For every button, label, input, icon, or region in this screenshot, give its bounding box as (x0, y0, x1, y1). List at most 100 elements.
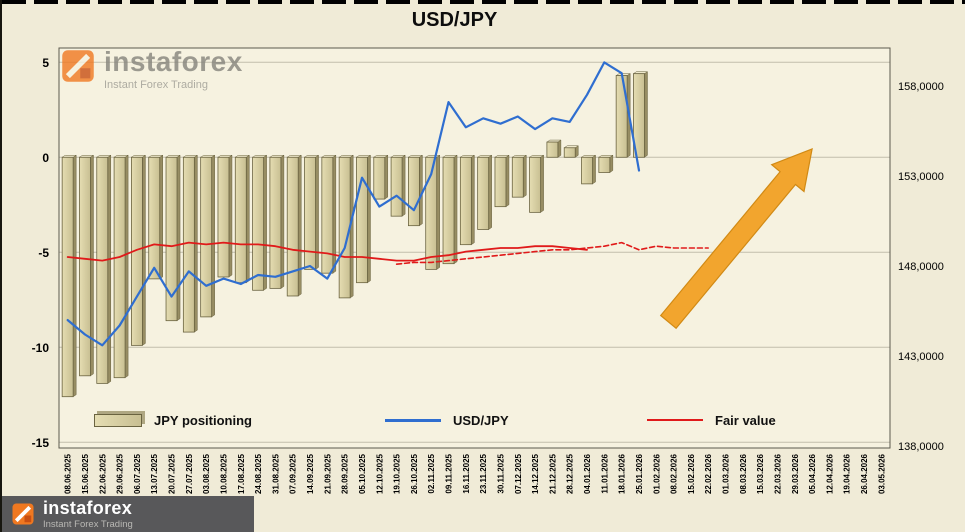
x-axis-label: 15.06.2025 (81, 453, 90, 494)
x-axis-label: 22.06.2025 (98, 453, 107, 494)
bar (79, 156, 91, 377)
fair-value-forecast-line (395, 241, 710, 266)
trend-arrow (659, 147, 813, 330)
right-axis-label: 158,0000 (898, 81, 944, 93)
bar-side-face (384, 154, 389, 200)
x-axis-label: 08.06.2025 (64, 453, 73, 494)
x-axis-label: 18.01.2026 (618, 453, 627, 494)
bar (356, 156, 368, 284)
bar (234, 156, 247, 284)
x-axis-label: 24.08.2025 (254, 453, 263, 494)
right-axis-label: 148,0000 (898, 261, 944, 273)
x-axis-label: 15.03.2026 (756, 453, 765, 494)
left-axis-label: -5 (38, 246, 49, 260)
bar-side-face (90, 154, 94, 377)
x-axis-label: 03.08.2025 (202, 453, 211, 494)
x-axis-label: 14.09.2025 (306, 453, 315, 494)
bar-side-face (124, 154, 129, 379)
x-axis-label: 29.06.2025 (116, 453, 125, 494)
x-axis-label: 22.03.2026 (774, 453, 783, 494)
chart-title: USD/JPY (411, 9, 498, 31)
bar (182, 156, 195, 333)
bar-side-face (142, 154, 146, 346)
bar (442, 156, 455, 265)
x-axis-label: 04.01.2026 (583, 453, 592, 494)
x-axis-label: 05.10.2025 (358, 453, 367, 494)
right-axis-label: 153,0000 (898, 171, 944, 183)
bar-side-face (228, 154, 233, 278)
bar-side-face (401, 154, 406, 217)
x-axis-label: 15.02.2026 (687, 453, 696, 494)
bar (304, 156, 316, 270)
bar (338, 156, 351, 299)
bar (529, 156, 541, 213)
instaforex-logo-icon (12, 503, 34, 525)
bar-side-face (159, 154, 163, 280)
x-axis-label: 30.11.2025 (497, 453, 506, 493)
usdjpy-line (66, 61, 641, 347)
bar (511, 156, 524, 198)
x-axis-label: 09.11.2025 (445, 453, 454, 493)
left-axis-label: 5 (42, 56, 49, 70)
x-axis-label: 20.07.2025 (168, 453, 177, 494)
bar (390, 156, 403, 217)
x-axis-label: 29.03.2026 (791, 453, 800, 494)
bar-side-face (453, 154, 458, 265)
x-axis-label: 25.01.2026 (635, 453, 644, 494)
bar-side-face (488, 154, 492, 230)
bar-side-face (419, 154, 423, 227)
brandbar-tagline: Instant Forex Trading (43, 518, 133, 530)
bar (200, 156, 213, 318)
bar (633, 73, 645, 158)
bar-side-face (505, 154, 510, 208)
bar (373, 156, 386, 200)
bar (252, 156, 264, 291)
bar-side-face (107, 154, 112, 384)
bar-side-face (280, 154, 285, 289)
bar-side-face (367, 154, 371, 284)
bar (494, 156, 507, 208)
bar-side-face (176, 154, 181, 322)
bar (581, 156, 593, 185)
x-axis-label: 10.08.2025 (220, 453, 229, 494)
left-axis-label: -15 (32, 436, 50, 450)
x-axis-label: 17.08.2025 (237, 453, 246, 494)
x-axis-label: 03.05.2026 (877, 453, 886, 494)
bar (96, 156, 109, 384)
fair-value-line (66, 241, 588, 262)
x-axis-label: 23.11.2025 (479, 453, 488, 493)
x-axis-label: 01.02.2026 (652, 453, 661, 494)
x-axis-label: 19.04.2026 (843, 453, 852, 494)
bar-side-face (523, 154, 527, 198)
x-axis-label: 06.07.2025 (133, 453, 142, 494)
bar (148, 156, 161, 280)
bar-side-face (211, 154, 215, 318)
x-axis-label: 27.07.2025 (185, 453, 194, 494)
bar-side-face (471, 154, 475, 246)
left-axis-label: -10 (32, 341, 50, 355)
x-axis-label: 19.10.2025 (393, 453, 402, 494)
bar-side-face (263, 154, 267, 291)
x-axis-label: 12.04.2026 (825, 453, 834, 494)
bar (598, 156, 611, 173)
x-axis-label: 12.10.2025 (375, 453, 384, 494)
bar-side-face (246, 154, 250, 284)
bar (113, 156, 126, 379)
bar (546, 141, 559, 158)
bar (459, 156, 472, 246)
brand-bar: instaforex Instant Forex Trading (2, 496, 254, 532)
x-axis-label: 14.12.2025 (531, 453, 540, 494)
x-axis-label: 16.11.2025 (462, 453, 471, 493)
x-axis-label: 05.04.2026 (808, 453, 817, 494)
bar (61, 156, 74, 398)
x-axis-label: 08.03.2026 (739, 453, 748, 494)
x-axis-label: 22.02.2026 (704, 453, 713, 494)
x-axis-label: 26.10.2025 (410, 453, 419, 494)
x-axis-label: 07.09.2025 (289, 453, 298, 494)
bar-side-face (609, 154, 614, 173)
x-axis-label: 21.09.2025 (323, 453, 332, 494)
x-axis-label: 26.04.2026 (860, 453, 869, 494)
bar-side-face (557, 139, 562, 158)
